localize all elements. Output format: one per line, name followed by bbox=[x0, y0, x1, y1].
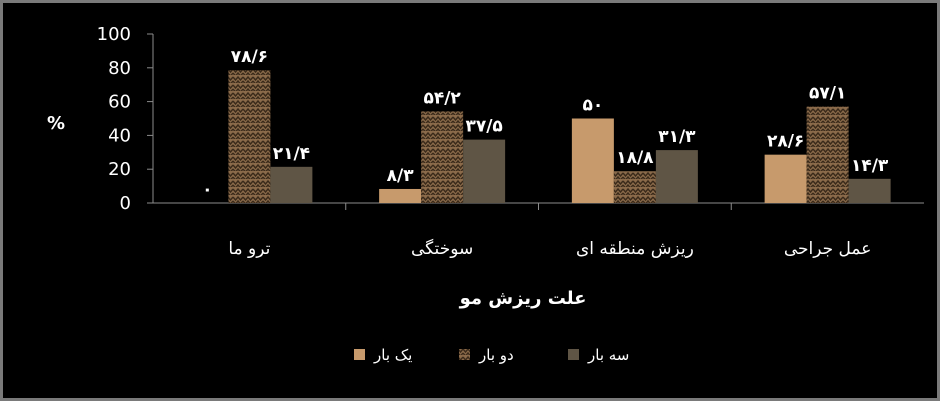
bar-2 bbox=[806, 106, 849, 203]
legend-swatch bbox=[459, 349, 470, 360]
y-tick-label: 20 bbox=[108, 159, 131, 180]
bar-2 bbox=[421, 111, 464, 203]
data-label: ۷۸/۶ bbox=[231, 47, 268, 67]
category-label: ریزش منطقه ای bbox=[576, 239, 694, 259]
bar-1 bbox=[379, 188, 422, 203]
bar-chart: 0 20 40 60 80 100 ترو ما سوختگی ریزش منطقه ای عمل… bbox=[47, 24, 924, 364]
data-label: ۵۷/۱ bbox=[809, 84, 846, 104]
data-label: ۱۸/۸ bbox=[616, 148, 654, 168]
category-label: عمل جراحی bbox=[784, 239, 872, 259]
legend-label: دو بار bbox=[478, 346, 514, 364]
data-label: ۲۸/۶ bbox=[767, 132, 804, 152]
y-tick-label: 40 bbox=[108, 125, 131, 146]
legend-label: سه بار bbox=[587, 346, 629, 364]
data-label: ۳۱/۳ bbox=[658, 127, 696, 147]
data-labels-layer: ۰ ۷۸/۶ ۲۱/۴ ۸/۳ ۵۴/۲۳۷/۵ ۵۰ ۱۸/۸۳۱/۳ ۲۸/۶ ۵۷/۱ ۱۴… bbox=[202, 47, 889, 200]
bar-3 bbox=[270, 166, 313, 203]
category-label: ترو ما bbox=[228, 239, 270, 259]
data-label: ۵۰ bbox=[582, 96, 603, 116]
data-label: ۲۱/۴ bbox=[273, 144, 310, 164]
legend-swatch bbox=[354, 349, 365, 360]
bar-3 bbox=[463, 139, 506, 203]
bar-3 bbox=[848, 178, 891, 203]
legend: یک بار دو بار سه بار bbox=[354, 346, 629, 364]
legend-swatch bbox=[568, 349, 579, 360]
y-tick-label: 60 bbox=[108, 92, 131, 113]
bar-3 bbox=[655, 150, 698, 203]
category-label: سوختگی bbox=[411, 238, 473, 259]
data-label: ۸/۳ bbox=[387, 166, 415, 186]
bars-layer bbox=[228, 70, 891, 203]
legend-label: یک بار bbox=[373, 346, 412, 364]
data-label: ۵۴/۲ bbox=[423, 88, 461, 108]
bar-2 bbox=[228, 70, 271, 203]
data-label: ۱۴/۳ bbox=[851, 156, 889, 176]
bar-1 bbox=[571, 118, 614, 203]
data-label: ۰ bbox=[202, 180, 212, 200]
bar-1 bbox=[764, 154, 807, 203]
bar-2 bbox=[613, 171, 656, 203]
y-axis-title: % bbox=[47, 113, 65, 134]
y-tick-label: 100 bbox=[97, 24, 131, 45]
y-tick-label: 80 bbox=[108, 58, 131, 79]
x-axis-title: علت ریزش مو bbox=[459, 288, 587, 309]
y-tick-label: 0 bbox=[120, 193, 131, 214]
data-label: ۳۷/۵ bbox=[465, 117, 502, 137]
